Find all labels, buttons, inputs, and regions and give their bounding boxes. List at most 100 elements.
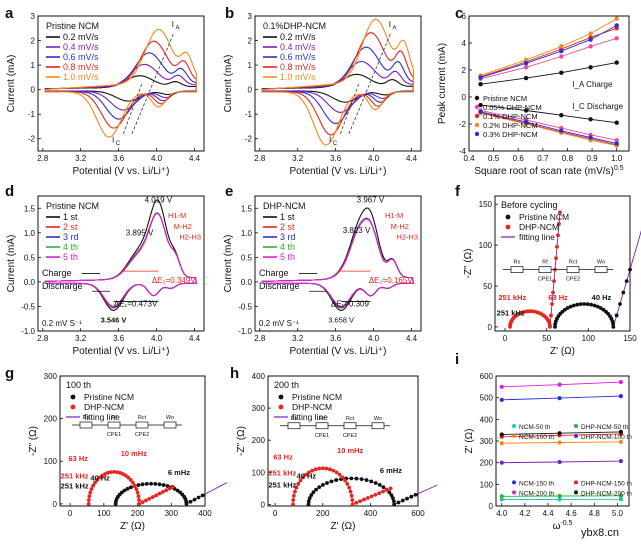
freq-label: 10 mHz [121,449,148,458]
x-tick-label: 3.2 [292,334,304,343]
freq-label: 63 Hz [548,293,568,302]
data-point [348,489,353,494]
data-point [377,491,382,496]
ia-arrow [348,33,392,134]
legend-entry: 0.8 mV/s [280,62,316,72]
ic-label: I [112,135,114,144]
y-tick-label: 0 [489,502,494,511]
data-point [618,429,624,434]
legend-entry: 0.6 mV/s [280,52,316,62]
x-tick-label: 2.8 [254,334,266,343]
circuit-label: Rs [514,260,521,266]
y-tick-label: -2 [459,120,467,129]
data-point [585,302,590,307]
data-point [589,302,594,307]
x-axis-label: Z' (Ω) [550,346,575,357]
data-point [97,475,102,480]
data-point [557,221,561,226]
data-point [320,466,325,471]
x-tick-label: 4.0 [496,509,508,518]
legend-entry: 0.2% DHP-NCM [483,121,538,130]
data-point [334,478,339,482]
data-point [499,441,504,446]
y-tick-label: 0 [31,86,36,95]
discharge-label: Discharge [259,281,300,291]
data-point [373,492,378,497]
legend-entry: 3 rd [280,232,296,242]
ia-label: I [389,20,391,29]
peak-label-mid: 3.895 V [126,228,154,237]
x-tick-label: 3.2 [75,334,87,343]
legend-swatch [574,490,578,495]
ia-sub: A [176,26,180,32]
data-point [293,489,297,494]
data-point [325,481,329,485]
circuit-label: CPE2 [566,277,580,283]
legend-title: DHP-NCM [263,201,306,211]
y-axis-label: Peak current (mA) [437,43,448,124]
data-point [387,490,392,495]
data-point [618,302,622,306]
ia-label: I [172,20,174,29]
x-tick-label: 0.5 [488,154,500,163]
plot-frame [37,195,205,332]
data-point [598,306,603,310]
scan-rate-label: 0.2 mV S⁻¹ [259,319,299,328]
peak-label-red: 3.658 V [328,316,354,325]
equivalent-circuit: Rs Rf Rct Wo CPE1 CPE2 [72,415,182,438]
data-point [557,382,562,387]
data-point [559,44,564,49]
x-axis-label: Potential (V vs. Li/Li⁺) [73,346,170,357]
data-point [565,306,570,310]
x-tick-label: 3.2 [292,154,304,163]
legend-entry: 0.4 mV/s [63,42,99,52]
y-axis-label: Current (mA) [223,235,234,293]
y-tick-label: 2 [31,37,36,46]
x-axis-label: Z' (Ω) [120,521,145,532]
data-point [347,485,352,490]
circuit-label: Rs [291,416,298,422]
y-tick-label: 200 [252,436,266,445]
y-tick-label: -1 [28,110,36,119]
y-tick-label: 0 [248,86,253,95]
y-tick-label: 1.5 [24,204,36,213]
y-tick-label: 100 [252,468,266,477]
data-point [149,481,153,486]
data-point [358,499,363,504]
data-point [523,75,529,81]
circuit-label: CPE2 [135,432,149,438]
data-point [334,470,339,475]
x-tick-label: 400 [198,509,212,518]
data-point [611,322,616,327]
data-point [309,493,314,498]
data-point [125,486,130,491]
circuit-label: Rct [138,415,147,421]
data-point [106,470,110,475]
panel-letter: h [230,365,239,382]
legend-entry: fitting line [292,412,328,422]
y-tick-label: -1 [245,110,253,119]
ic-label: I [329,135,331,144]
delta1-label: ΔE₁=0.309 [331,299,370,308]
data-point [307,496,312,501]
x-tick-label: 150 [623,334,637,343]
legend-entry: 0.6 mV/s [63,52,99,62]
x-tick-label: 4.0 [368,154,380,163]
peak-label-ox: 4.019 V [145,195,173,204]
data-point [345,481,350,486]
legend-entry: 4 th [63,242,78,252]
data-point [132,483,137,488]
data-point [557,440,562,445]
data-point [523,119,529,125]
y-tick-label: 500 [480,394,494,403]
legend-swatch [70,404,76,410]
data-point [557,431,562,436]
freq-label: 6 mHz [168,468,190,477]
data-point [121,472,125,476]
phase-label: H1-M [385,211,403,220]
data-point [391,499,396,504]
data-point [160,490,165,494]
data-point [523,57,529,63]
data-point [559,54,564,59]
data-point [409,494,414,499]
